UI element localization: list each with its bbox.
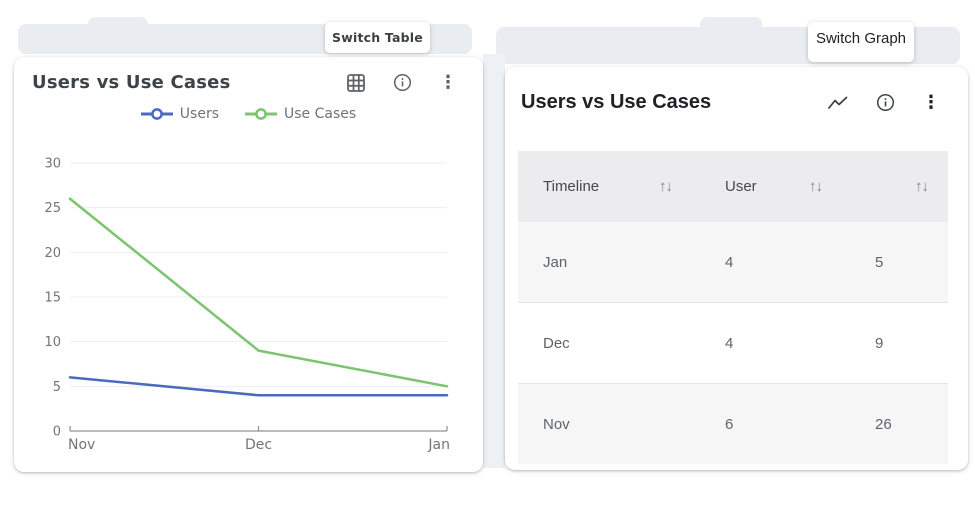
cell-value: 5 bbox=[875, 253, 884, 271]
kebab-menu-icon[interactable]: ⋮ bbox=[439, 71, 457, 93]
svg-text:5: 5 bbox=[53, 380, 61, 395]
switch-table-tooltip: Switch Table bbox=[325, 22, 430, 53]
background-bump bbox=[700, 17, 762, 37]
cell-value: Dec bbox=[543, 334, 570, 352]
chart-widget-card: Users vs Use Cases bbox=[14, 57, 483, 472]
table-row: Jan 4 5 bbox=[518, 222, 948, 302]
table-cell: 4 bbox=[700, 254, 850, 271]
svg-text:25: 25 bbox=[44, 201, 61, 216]
card-gap-background bbox=[483, 54, 505, 468]
svg-text:10: 10 bbox=[44, 335, 61, 350]
cell-value: 4 bbox=[725, 334, 734, 352]
sort-icon[interactable]: ↑↓ bbox=[915, 178, 929, 195]
background-bump bbox=[88, 17, 148, 37]
svg-text:Jan: Jan bbox=[427, 437, 450, 453]
table-cell: 6 bbox=[700, 416, 850, 433]
table-cell: 9 bbox=[850, 335, 948, 352]
legend-item[interactable]: Use Cases bbox=[245, 106, 356, 122]
chart-area: 0 5 10 15 20 25 30 Nov Dec Jan bbox=[18, 145, 478, 464]
switch-table-tooltip-label: Switch Table bbox=[332, 30, 423, 45]
info-icon[interactable] bbox=[876, 93, 895, 112]
sort-icon[interactable]: ↑↓ bbox=[809, 178, 823, 195]
legend-marker-icon bbox=[245, 108, 278, 120]
data-table: Timeline ↑↓ User ↑↓ ↑↓ Jan 4 5 Dec 4 9 Nov 6 26 bbox=[518, 151, 948, 464]
chart-card-actions: ⋮ bbox=[346, 73, 457, 93]
table-cell: 4 bbox=[700, 335, 850, 352]
chart-card-title: Users vs Use Cases bbox=[32, 72, 231, 93]
cell-value: 9 bbox=[875, 334, 884, 352]
line-chart-icon[interactable] bbox=[827, 95, 849, 111]
svg-text:0: 0 bbox=[53, 425, 61, 440]
table-widget-card: Users vs Use Cases ⋮ Timeline ↑ bbox=[505, 67, 968, 470]
table-row: Dec 4 9 bbox=[518, 302, 948, 383]
table-row: Nov 6 26 bbox=[518, 383, 948, 464]
table-header-cell: ↑↓ bbox=[850, 178, 948, 195]
table-card-header: Users vs Use Cases ⋮ bbox=[505, 67, 968, 114]
table-body: Jan 4 5 Dec 4 9 Nov 6 26 bbox=[518, 222, 948, 464]
svg-text:30: 30 bbox=[44, 157, 61, 172]
sort-icon[interactable]: ↑↓ bbox=[659, 178, 673, 195]
svg-text:Nov: Nov bbox=[68, 437, 95, 453]
legend-label: Users bbox=[179, 106, 220, 122]
table-cell: Jan bbox=[518, 254, 700, 271]
legend-marker-icon bbox=[140, 108, 173, 120]
column-label: Timeline bbox=[543, 178, 600, 195]
info-icon[interactable] bbox=[393, 73, 412, 92]
switch-graph-tooltip: Switch Graph bbox=[808, 22, 914, 62]
legend-item[interactable]: Users bbox=[140, 106, 220, 122]
table-cell: 26 bbox=[850, 416, 948, 433]
chart-legend: Users Use Cases bbox=[14, 104, 483, 124]
line-chart: 0 5 10 15 20 25 30 Nov Dec Jan bbox=[44, 157, 450, 454]
cell-value: 6 bbox=[725, 415, 734, 433]
cell-value: 4 bbox=[725, 253, 734, 271]
legend-label: Use Cases bbox=[284, 106, 357, 122]
table-header-cell: User ↑↓ bbox=[700, 178, 850, 195]
table-cell: Nov bbox=[518, 416, 700, 433]
cell-value: Jan bbox=[543, 253, 568, 271]
kebab-menu-icon[interactable]: ⋮ bbox=[922, 91, 940, 113]
cell-value: 26 bbox=[875, 415, 892, 433]
switch-graph-tooltip-label: Switch Graph bbox=[815, 30, 907, 47]
svg-text:Dec: Dec bbox=[245, 437, 272, 453]
table-header-cell: Timeline ↑↓ bbox=[518, 178, 700, 195]
svg-text:20: 20 bbox=[44, 246, 61, 261]
table-header-row: Timeline ↑↓ User ↑↓ ↑↓ bbox=[518, 151, 948, 222]
table-card-actions: ⋮ bbox=[827, 93, 940, 112]
table-card-title: Users vs Use Cases bbox=[521, 91, 712, 113]
table-cell: Dec bbox=[518, 335, 700, 352]
chart-card-header: Users vs Use Cases bbox=[14, 57, 483, 93]
table-grid-icon[interactable] bbox=[346, 73, 366, 93]
cell-value: Nov bbox=[543, 415, 570, 433]
column-label: User bbox=[725, 178, 757, 195]
svg-text:15: 15 bbox=[44, 291, 61, 306]
table-cell: 5 bbox=[850, 254, 948, 271]
